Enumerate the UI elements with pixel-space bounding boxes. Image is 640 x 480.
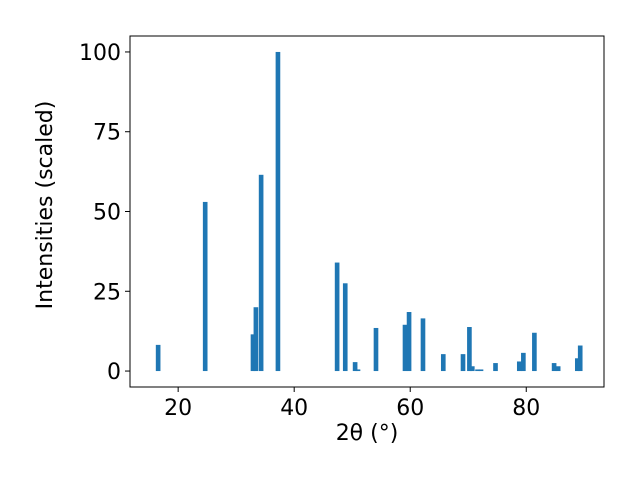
y-axis-label: Intensities (scaled) (33, 101, 58, 310)
bar (352, 362, 358, 372)
bar (577, 345, 583, 372)
y-tick-label: 75 (93, 121, 121, 146)
y-tick-label: 100 (79, 41, 121, 66)
bar (555, 366, 561, 372)
bar (440, 354, 446, 372)
bar (493, 363, 498, 372)
bar (478, 369, 484, 372)
bar (355, 369, 361, 372)
x-tick-label: 60 (396, 396, 424, 421)
bar (334, 262, 340, 372)
bar (250, 334, 256, 372)
bar (275, 51, 281, 372)
bar (402, 324, 408, 372)
bar (373, 327, 379, 372)
bar (475, 369, 480, 372)
bar (574, 358, 580, 372)
bar (342, 283, 348, 372)
bar (467, 327, 472, 372)
x-tick-label: 40 (280, 396, 308, 421)
x-tick-label: 80 (512, 396, 540, 421)
bar (532, 332, 537, 372)
y-tick-label: 25 (93, 280, 121, 305)
bar (258, 174, 264, 372)
y-tick-label: 0 (107, 360, 121, 385)
plot-frame (129, 35, 605, 388)
bar (460, 354, 466, 372)
bar (155, 344, 161, 372)
bar (202, 201, 208, 372)
x-axis-label: 2θ (°) (336, 421, 399, 446)
bar (253, 307, 259, 372)
bar (406, 312, 412, 372)
bar (420, 318, 426, 372)
bar (516, 361, 522, 372)
bar (469, 366, 475, 372)
bar (551, 363, 557, 372)
x-tick-label: 20 (164, 396, 192, 421)
bar (521, 352, 526, 372)
y-tick-label: 50 (93, 201, 121, 226)
